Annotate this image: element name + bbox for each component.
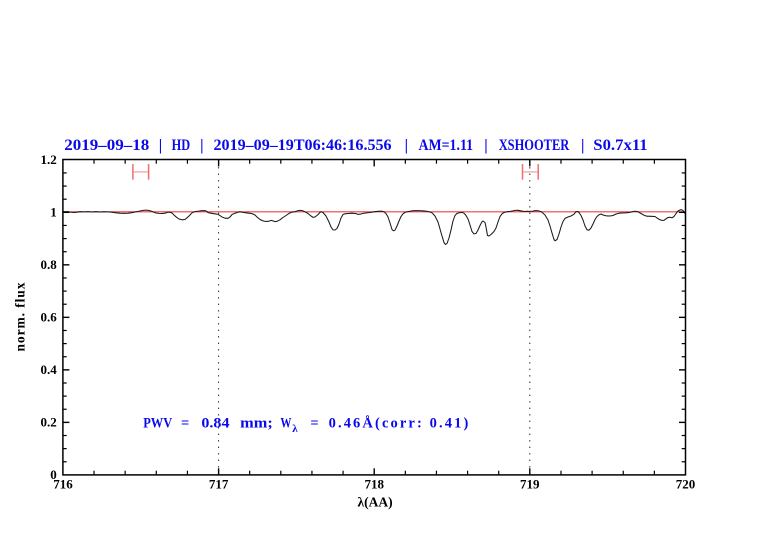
svg-text:0.6: 0.6 bbox=[41, 310, 58, 325]
svg-text:PWV = 0.84 mm;: PWV = 0.84 mm; W λ = 0.46Å(corr: 0.41) bbox=[143, 415, 468, 436]
svg-text:λ(AA): λ(AA) bbox=[357, 495, 392, 510]
svg-text:1: 1 bbox=[50, 205, 57, 220]
svg-text:716: 716 bbox=[53, 477, 73, 492]
svg-text:720: 720 bbox=[676, 477, 696, 492]
svg-text:1.2: 1.2 bbox=[41, 152, 57, 167]
svg-text:norm. flux: norm. flux bbox=[13, 282, 28, 351]
svg-text:0.4: 0.4 bbox=[41, 362, 58, 377]
svg-text:0: 0 bbox=[50, 467, 57, 482]
svg-text:718: 718 bbox=[364, 477, 384, 492]
svg-text:0.2: 0.2 bbox=[41, 415, 57, 430]
svg-text:717: 717 bbox=[209, 477, 229, 492]
svg-text:0.8: 0.8 bbox=[41, 257, 58, 272]
svg-text:2019–09–18 | HD |: 2019–09–18 | HD | 2019–09–19T06:46:16.55… bbox=[64, 137, 647, 154]
svg-text:719: 719 bbox=[520, 477, 540, 492]
